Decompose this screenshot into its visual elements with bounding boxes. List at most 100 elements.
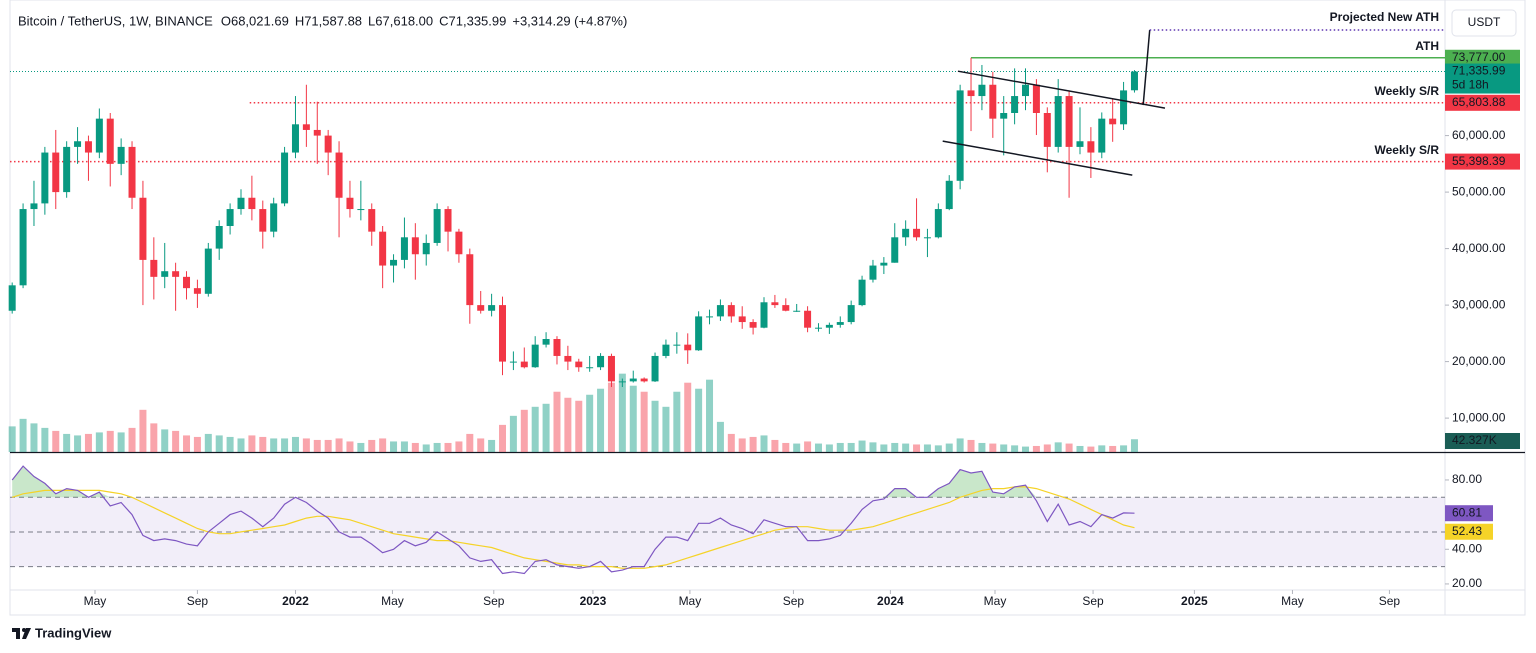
- level-price-label: 55,398.39: [1452, 154, 1506, 168]
- y-tick-label: 10,000.00: [1452, 410, 1506, 424]
- volume-bar: [84, 433, 92, 452]
- candle-body: [215, 226, 223, 249]
- volume-bar: [1054, 442, 1062, 452]
- volume-bar: [400, 441, 408, 452]
- candle-body: [553, 339, 561, 356]
- last-price-bg: [1445, 63, 1520, 94]
- volume-bar: [1098, 445, 1106, 452]
- candle-body: [804, 310, 812, 328]
- volume-bar: [945, 443, 953, 452]
- candle-body: [673, 344, 681, 346]
- rsi-tick-label: 40.00: [1452, 541, 1482, 555]
- candle-body: [629, 378, 637, 382]
- currency-button-label: USDT: [1468, 15, 1501, 29]
- candle-body: [313, 129, 321, 136]
- volume-bar: [291, 436, 299, 452]
- candle-body: [106, 118, 114, 164]
- candle-body: [183, 276, 191, 289]
- x-tick-label: 2024: [877, 594, 904, 608]
- candle-body: [1043, 113, 1051, 147]
- volume-bar: [618, 373, 626, 452]
- currency-button[interactable]: USDT: [1451, 9, 1517, 37]
- candle-body: [128, 146, 136, 198]
- candle-body: [433, 209, 441, 243]
- candle-body: [390, 259, 398, 266]
- candle-body: [760, 302, 768, 328]
- candle-body: [978, 84, 986, 97]
- candle-body: [1054, 96, 1062, 147]
- volume-bar: [444, 442, 452, 452]
- countdown: 5d 18h: [1452, 78, 1489, 92]
- candle-body: [422, 242, 430, 255]
- y-tick-label: 60,000.00: [1452, 128, 1506, 142]
- x-tick-label: 2025: [1181, 594, 1208, 608]
- volume-bar: [1043, 444, 1051, 452]
- volume-bar: [607, 382, 615, 452]
- volume-bar: [128, 427, 136, 452]
- candle-body: [1120, 90, 1128, 125]
- volume-bar: [1022, 446, 1030, 452]
- volume-bar: [640, 391, 648, 452]
- candle-body: [564, 355, 572, 362]
- candle-body: [95, 118, 103, 153]
- candle-body: [1032, 84, 1040, 113]
- volume-bar: [509, 415, 517, 452]
- candle-body: [858, 279, 866, 306]
- candle-body: [444, 209, 452, 232]
- candle-body: [270, 203, 278, 232]
- level-label-bg: [1445, 49, 1520, 66]
- candle-body: [967, 90, 975, 97]
- ohlc-key: O: [221, 13, 231, 28]
- candle-body: [1000, 113, 1008, 119]
- rsi-value-bg: [1445, 505, 1493, 522]
- change: +3,314.29 (+4.87%): [512, 13, 627, 28]
- volume-bar: [324, 439, 332, 452]
- y-tick-label: 40,000.00: [1452, 241, 1506, 255]
- volume-bar: [716, 421, 724, 452]
- volume-bar: [1130, 439, 1138, 452]
- candle-body: [956, 90, 964, 181]
- volume-bar: [902, 443, 910, 452]
- candle-body: [618, 381, 626, 383]
- candle-body: [30, 203, 38, 210]
- candle-body: [357, 209, 365, 211]
- level-text: Weekly S/R: [1375, 143, 1440, 157]
- volume-bar: [825, 444, 833, 452]
- candle-body: [8, 285, 16, 311]
- volume-bar: [989, 443, 997, 452]
- candle-body: [248, 197, 256, 210]
- candle-body: [749, 322, 757, 328]
- rsi-value-box: 60.81: [1445, 505, 1493, 522]
- volume-bar: [858, 440, 866, 452]
- candle-body: [542, 339, 550, 345]
- volume-bar: [684, 382, 692, 452]
- candle-body: [63, 146, 71, 193]
- volume-bar: [357, 442, 365, 452]
- candle-body: [74, 141, 82, 147]
- candle-body: [150, 259, 158, 277]
- ohlc-value: 71,587.88: [304, 13, 362, 28]
- volume-bar: [215, 435, 223, 452]
- level-price-label: 73,777.00: [1452, 50, 1506, 64]
- channel-line: [957, 70, 1166, 109]
- level-label-box: 55,398.39: [1445, 153, 1520, 170]
- volume-bar: [542, 403, 550, 452]
- y-tick-label: 20,000.00: [1452, 354, 1506, 368]
- volume-bar: [531, 406, 539, 452]
- rsi-tick-label: 20.00: [1452, 576, 1482, 590]
- volume-bar: [586, 394, 594, 452]
- volume-bar: [978, 442, 986, 452]
- symbol: Bitcoin / TetherUS, 1W, BINANCE: [18, 13, 213, 28]
- candle-body: [716, 305, 724, 317]
- y-tick-label: 50,000.00: [1452, 184, 1506, 198]
- volume-bar: [139, 409, 147, 452]
- volume-bar: [836, 442, 844, 452]
- volume-bar: [422, 444, 430, 452]
- volume-bar: [597, 388, 605, 452]
- candle-body: [836, 322, 844, 325]
- volume-bar: [379, 438, 387, 452]
- volume-bar: [564, 397, 572, 452]
- candle-body: [346, 197, 354, 210]
